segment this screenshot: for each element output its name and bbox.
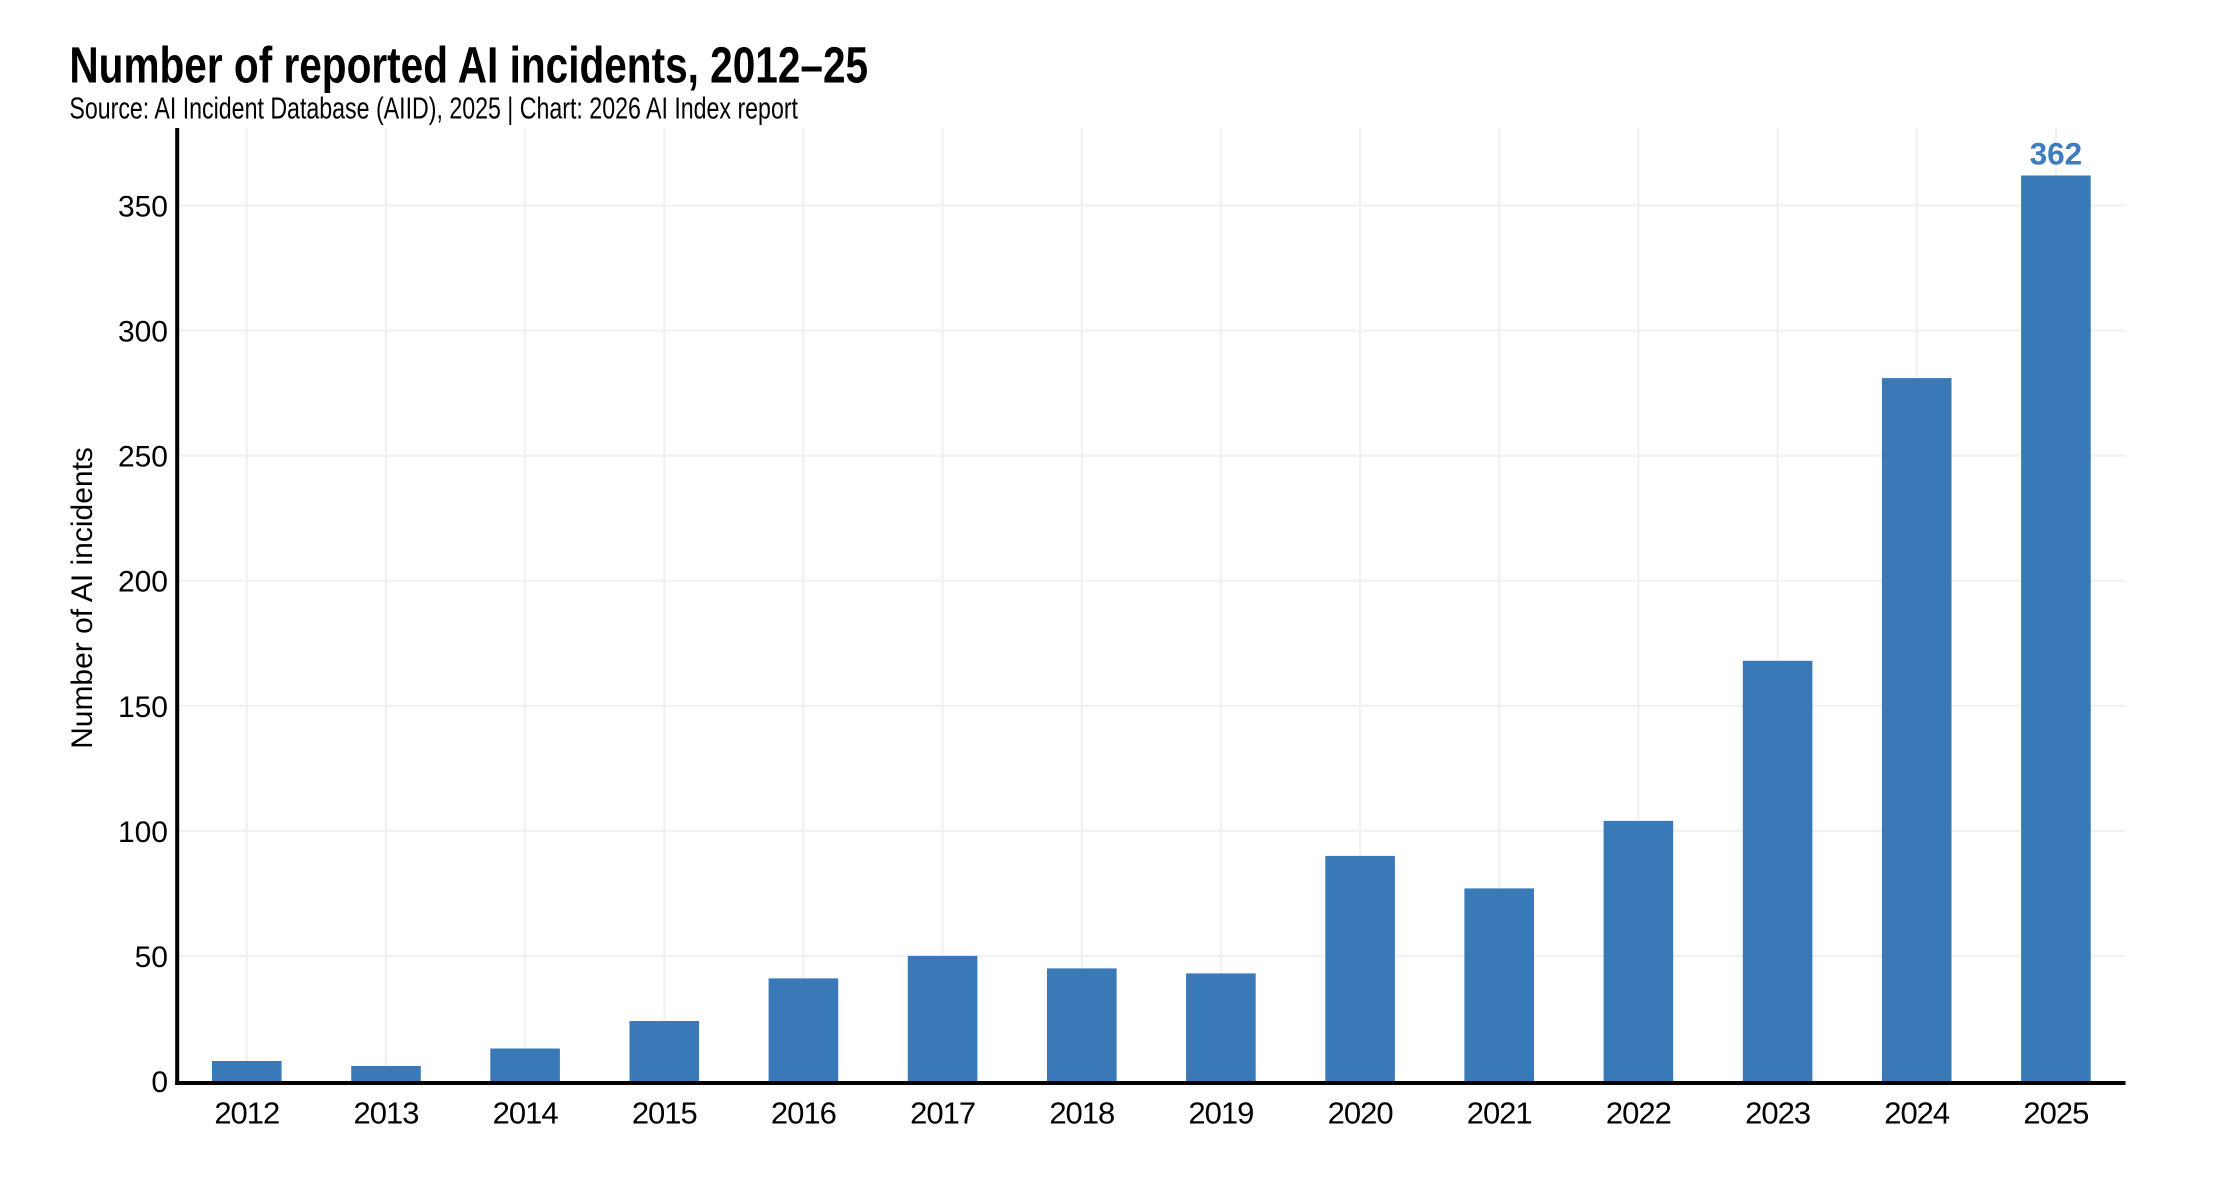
svg-text:100: 100 bbox=[118, 816, 168, 849]
svg-text:2017: 2017 bbox=[910, 1096, 975, 1131]
svg-text:2020: 2020 bbox=[1328, 1096, 1394, 1131]
svg-text:2023: 2023 bbox=[1745, 1096, 1810, 1131]
svg-text:2018: 2018 bbox=[1049, 1096, 1114, 1131]
svg-text:362: 362 bbox=[2030, 135, 2083, 171]
svg-text:2013: 2013 bbox=[354, 1096, 419, 1131]
svg-text:2019: 2019 bbox=[1188, 1096, 1253, 1131]
svg-text:2024: 2024 bbox=[1884, 1096, 1950, 1131]
svg-text:0: 0 bbox=[151, 1066, 168, 1099]
svg-text:250: 250 bbox=[118, 441, 168, 474]
svg-text:200: 200 bbox=[118, 566, 168, 599]
svg-text:Source: AI Incident Database (: Source: AI Incident Database (AIID), 202… bbox=[69, 90, 798, 125]
svg-text:2015: 2015 bbox=[632, 1096, 697, 1131]
svg-text:300: 300 bbox=[118, 316, 168, 349]
svg-text:2012: 2012 bbox=[214, 1096, 279, 1131]
svg-text:150: 150 bbox=[118, 691, 168, 724]
svg-text:Number of reported AI incident: Number of reported AI incidents, 2012–25 bbox=[69, 37, 868, 94]
svg-text:50: 50 bbox=[135, 941, 168, 974]
svg-text:Number of AI incidents: Number of AI incidents bbox=[66, 447, 99, 749]
svg-text:2021: 2021 bbox=[1467, 1096, 1532, 1131]
svg-text:2016: 2016 bbox=[771, 1096, 836, 1131]
svg-text:350: 350 bbox=[118, 191, 168, 224]
svg-text:2025: 2025 bbox=[2023, 1096, 2088, 1131]
svg-text:2014: 2014 bbox=[493, 1096, 559, 1131]
svg-text:2022: 2022 bbox=[1606, 1096, 1671, 1131]
